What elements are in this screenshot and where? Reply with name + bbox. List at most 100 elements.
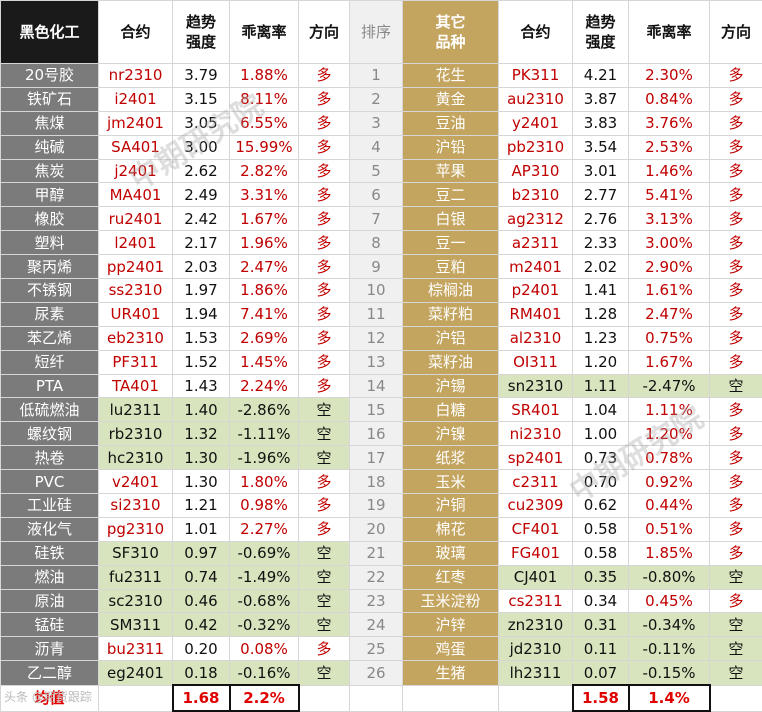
right-commodity-name: 玻璃 xyxy=(403,541,499,565)
left-trend-strength: 1.30 xyxy=(173,470,230,494)
left-contract-code: j2401 xyxy=(99,159,173,183)
rank-number: 3 xyxy=(350,111,403,135)
left-deviation-rate: 0.08% xyxy=(230,637,299,661)
left-deviation-rate: -0.69% xyxy=(230,541,299,565)
right-strength-header: 趋势强度 xyxy=(573,1,629,64)
left-trend-strength: 0.46 xyxy=(173,589,230,613)
rank-number: 17 xyxy=(350,446,403,470)
left-contract-code: SA401 xyxy=(99,135,173,159)
right-direction-header: 方向 xyxy=(710,1,762,64)
left-deviation-rate: 7.41% xyxy=(230,302,299,326)
right-contract-code: m2401 xyxy=(499,255,573,279)
right-contract-code: SR401 xyxy=(499,398,573,422)
rank-number: 25 xyxy=(350,637,403,661)
left-deviation-rate: 1.45% xyxy=(230,350,299,374)
right-contract-code: ag2312 xyxy=(499,207,573,231)
right-trend-strength: 0.73 xyxy=(573,446,629,470)
left-contract-code: pg2310 xyxy=(99,517,173,541)
left-direction: 空 xyxy=(299,446,350,470)
right-contract-code: pb2310 xyxy=(499,135,573,159)
left-trend-strength: 0.42 xyxy=(173,613,230,637)
left-contract-code: SF310 xyxy=(99,541,173,565)
right-deviation-rate: 0.51% xyxy=(629,517,710,541)
left-trend-strength: 1.52 xyxy=(173,350,230,374)
rank-number: 1 xyxy=(350,64,403,88)
right-commodity-name: 沪铅 xyxy=(403,135,499,159)
right-commodity-name: 红枣 xyxy=(403,565,499,589)
right-trend-strength: 3.83 xyxy=(573,111,629,135)
left-contract-code: ss2310 xyxy=(99,279,173,303)
left-contract-code: ru2401 xyxy=(99,207,173,231)
right-direction: 多 xyxy=(710,231,762,255)
rank-number: 15 xyxy=(350,398,403,422)
left-deviation-average: 2.2% xyxy=(230,685,299,711)
right-direction: 多 xyxy=(710,135,762,159)
left-deviation-rate: 1.88% xyxy=(230,64,299,88)
left-direction: 多 xyxy=(299,637,350,661)
rank-header: 排序 xyxy=(350,1,403,64)
right-deviation-rate: 0.92% xyxy=(629,470,710,494)
right-direction: 多 xyxy=(710,541,762,565)
left-commodity-name: 20号胶 xyxy=(1,64,99,88)
right-group-header: 其它品种 xyxy=(403,1,499,64)
footer-empty-cell xyxy=(350,685,403,711)
left-commodity-name: 原油 xyxy=(1,589,99,613)
right-trend-strength: 1.28 xyxy=(573,302,629,326)
right-direction: 多 xyxy=(710,302,762,326)
right-deviation-rate: 1.11% xyxy=(629,398,710,422)
right-group-header-text: 其它品种 xyxy=(435,13,465,51)
left-deviation-rate: 1.67% xyxy=(230,207,299,231)
left-commodity-name: 焦炭 xyxy=(1,159,99,183)
right-commodity-name: 玉米 xyxy=(403,470,499,494)
right-commodity-name: 豆一 xyxy=(403,231,499,255)
left-contract-code: si2310 xyxy=(99,494,173,518)
rank-number: 4 xyxy=(350,135,403,159)
left-direction: 空 xyxy=(299,565,350,589)
left-trend-strength: 0.18 xyxy=(173,661,230,685)
left-direction: 多 xyxy=(299,326,350,350)
left-trend-strength: 2.03 xyxy=(173,255,230,279)
footer-empty-cell xyxy=(499,685,573,711)
right-commodity-name: 苹果 xyxy=(403,159,499,183)
right-deviation-rate: 0.84% xyxy=(629,87,710,111)
corner-credit: 头条 @期货跟踪 xyxy=(4,688,92,705)
left-direction: 空 xyxy=(299,398,350,422)
left-trend-strength: 2.49 xyxy=(173,183,230,207)
left-contract-code: TA401 xyxy=(99,374,173,398)
right-contract-code: lh2311 xyxy=(499,661,573,685)
right-trend-strength: 1.41 xyxy=(573,279,629,303)
right-direction: 多 xyxy=(710,183,762,207)
right-commodity-name: 沪铜 xyxy=(403,494,499,518)
right-commodity-name: 豆油 xyxy=(403,111,499,135)
right-deviation-rate: 3.13% xyxy=(629,207,710,231)
right-contract-code: RM401 xyxy=(499,302,573,326)
right-deviation-rate: 2.53% xyxy=(629,135,710,159)
left-strength-header-text: 趋势强度 xyxy=(186,13,216,51)
footer-empty-cell xyxy=(403,685,499,711)
left-trend-strength: 1.43 xyxy=(173,374,230,398)
right-direction: 空 xyxy=(710,661,762,685)
right-deviation-rate: 3.76% xyxy=(629,111,710,135)
left-trend-strength: 3.15 xyxy=(173,87,230,111)
right-commodity-name: 纸浆 xyxy=(403,446,499,470)
rank-number: 8 xyxy=(350,231,403,255)
right-commodity-name: 沪镍 xyxy=(403,422,499,446)
right-contract-code: cs2311 xyxy=(499,589,573,613)
left-commodity-name: 液化气 xyxy=(1,517,99,541)
left-contract-code: fu2311 xyxy=(99,565,173,589)
right-commodity-name: 豆粕 xyxy=(403,255,499,279)
